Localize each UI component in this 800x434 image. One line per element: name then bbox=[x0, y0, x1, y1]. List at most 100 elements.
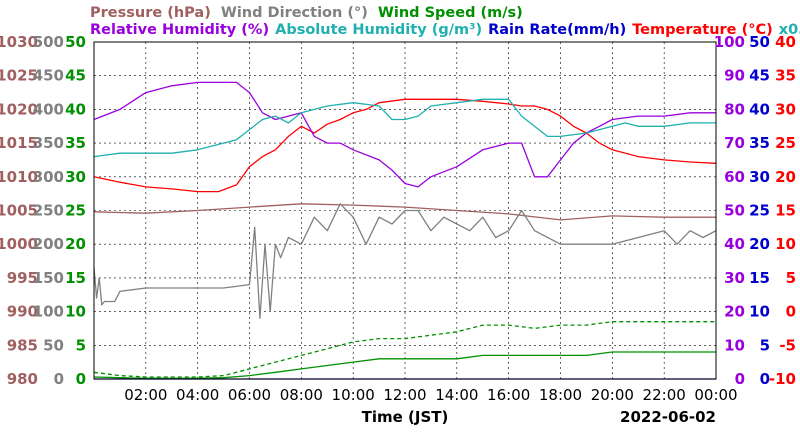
left-axis-tick-label: 100 bbox=[33, 303, 64, 321]
left-axis-tick-label: 980 bbox=[7, 370, 38, 388]
right-axis-tick-label: 45 bbox=[749, 67, 770, 85]
left-axis-tick-label: 300 bbox=[33, 168, 64, 186]
series-line-wind-direction bbox=[93, 203, 717, 319]
x-tick-label: 10:00 bbox=[332, 386, 375, 404]
x-tick-label: 00:00 bbox=[694, 386, 737, 404]
x-tick-label: 16:00 bbox=[487, 386, 530, 404]
legend-entry: Wind Speed (m/s) bbox=[378, 5, 523, 21]
series-line-temperature bbox=[93, 98, 717, 193]
right-axis-tick-label: 25 bbox=[775, 134, 796, 152]
left-axis-tick-label: 1030 bbox=[0, 33, 38, 51]
x-axis-label: Time (JST) bbox=[362, 408, 449, 426]
right-axis-tick-label: 30 bbox=[749, 168, 770, 186]
legend: Pressure (hPa) Wind Direction (°) Wind Spe… bbox=[90, 5, 800, 38]
right-axis-tick-label: 70 bbox=[724, 134, 745, 152]
left-axis-tick-label: 1020 bbox=[0, 100, 38, 118]
left-axis-tick-label: 400 bbox=[33, 100, 64, 118]
left-axis-tick-label: 250 bbox=[33, 202, 64, 220]
left-axis-tick-label: 5 bbox=[76, 336, 86, 354]
right-axis-tick-label: 30 bbox=[724, 269, 745, 287]
left-axis-tick-label: 990 bbox=[7, 303, 38, 321]
right-axis-tick-label: 10 bbox=[724, 336, 745, 354]
right-axis-tick-label: 25 bbox=[749, 202, 770, 220]
legend-entry: Absolute Humidity (g/m³) bbox=[275, 22, 482, 38]
right-axis-tick-label: 5 bbox=[786, 269, 796, 287]
right-axis-tick-label: 40 bbox=[749, 100, 770, 118]
right-axis-tick-label: 90 bbox=[724, 67, 745, 85]
right-axis-tick-label: 100 bbox=[714, 33, 745, 51]
x-tick-label: 18:00 bbox=[539, 386, 582, 404]
legend-entry: Wind Direction (°) bbox=[221, 5, 368, 21]
right-axis-tick-label: 20 bbox=[749, 235, 770, 253]
right-axis-tick-label: 50 bbox=[724, 202, 745, 220]
right-axis-tick-label: 15 bbox=[775, 202, 796, 220]
left-axis-tick-label: 200 bbox=[33, 235, 64, 253]
right-axis-tick-label: 35 bbox=[749, 134, 770, 152]
right-axis-tick-label: 40 bbox=[775, 33, 796, 51]
left-axis-tick-label: 1010 bbox=[0, 168, 38, 186]
left-axis-tick-label: 40 bbox=[65, 100, 86, 118]
series-lines bbox=[93, 81, 717, 380]
right-axis-tick-label: 20 bbox=[775, 168, 796, 186]
series-line-relative-humidity bbox=[93, 81, 716, 188]
right-axis-tick-label: -5 bbox=[779, 336, 796, 354]
left-axis-tick-label: 350 bbox=[33, 134, 64, 152]
right-axis-tick-label: 35 bbox=[775, 67, 796, 85]
left-axis-tick-label: 50 bbox=[43, 336, 64, 354]
left-axis-tick-label: 1005 bbox=[0, 202, 38, 220]
right-axis-tick-label: 20 bbox=[724, 303, 745, 321]
series-line-absolute-humidity bbox=[93, 98, 716, 158]
left-axis-tick-label: 0 bbox=[76, 370, 86, 388]
right-axis-tick-label: 30 bbox=[775, 100, 796, 118]
x-tick-label: 20:00 bbox=[591, 386, 634, 404]
series-line-pressure bbox=[93, 203, 716, 221]
left-axis-tick-label: 1015 bbox=[0, 134, 38, 152]
left-axis-tick-label: 1025 bbox=[0, 67, 38, 85]
right-axis-tick-label: 15 bbox=[749, 269, 770, 287]
right-axis-tick-label: 10 bbox=[749, 303, 770, 321]
x-tick-label: 14:00 bbox=[435, 386, 478, 404]
legend-entry: Rain Rate(mm/h) bbox=[488, 22, 626, 38]
left-axis-tick-label: 10 bbox=[65, 303, 86, 321]
left-axis-tick-label: 20 bbox=[65, 235, 86, 253]
left-axis-tick-label: 0 bbox=[54, 370, 64, 388]
left-axis-tick-label: 30 bbox=[65, 168, 86, 186]
legend-entry: Relative Humidity (%) bbox=[90, 22, 269, 38]
x-tick-label: 22:00 bbox=[643, 386, 686, 404]
x-tick-label: 04:00 bbox=[176, 386, 219, 404]
left-axis-tick-label: 150 bbox=[33, 269, 64, 287]
series-line-wind-gust bbox=[93, 321, 716, 378]
legend-entry: Pressure (hPa) bbox=[90, 5, 211, 21]
right-axis-tick-label: 60 bbox=[724, 168, 745, 186]
date-label: 2022-06-02 bbox=[620, 408, 716, 426]
left-axis-tick-label: 25 bbox=[65, 202, 86, 220]
x-tick-label: 12:00 bbox=[383, 386, 426, 404]
left-axis-tick-label: 450 bbox=[33, 67, 64, 85]
left-axis-tick-label: 45 bbox=[65, 67, 86, 85]
legend-entry: Temperature (°C) bbox=[632, 22, 773, 38]
right-axis-tick-label: 0 bbox=[735, 370, 745, 388]
left-axis-tick-label: 500 bbox=[33, 33, 64, 51]
right-axis-tick-label: 40 bbox=[724, 235, 745, 253]
right-axis-tick-label: 0 bbox=[760, 370, 770, 388]
left-axis-tick-label: 15 bbox=[65, 269, 86, 287]
right-axis-tick-label: -10 bbox=[769, 370, 796, 388]
left-axis-tick-label: 1000 bbox=[0, 235, 38, 253]
left-axis-tick-label: 50 bbox=[65, 33, 86, 51]
series-line-wind-speed bbox=[93, 351, 716, 379]
right-axis-tick-label: 80 bbox=[724, 100, 745, 118]
x-tick-label: 06:00 bbox=[228, 386, 271, 404]
axis-tick-labels: 02:00 04:00 06:00 08:00 10:00 12:00 14:00 16:00… bbox=[0, 33, 796, 404]
left-axis-tick-label: 35 bbox=[65, 134, 86, 152]
right-axis-tick-label: 10 bbox=[775, 235, 796, 253]
plot-frame bbox=[93, 41, 717, 380]
x-tick-label: 08:00 bbox=[280, 386, 323, 404]
right-axis-tick-label: 5 bbox=[760, 336, 770, 354]
left-axis-tick-label: 995 bbox=[7, 269, 38, 287]
right-axis-tick-label: 50 bbox=[749, 33, 770, 51]
x-tick-label: 02:00 bbox=[124, 386, 167, 404]
right-axis-tick-label: 0 bbox=[786, 303, 796, 321]
left-axis-tick-label: 985 bbox=[7, 336, 38, 354]
legend-entry: x0.2 bbox=[779, 22, 800, 38]
